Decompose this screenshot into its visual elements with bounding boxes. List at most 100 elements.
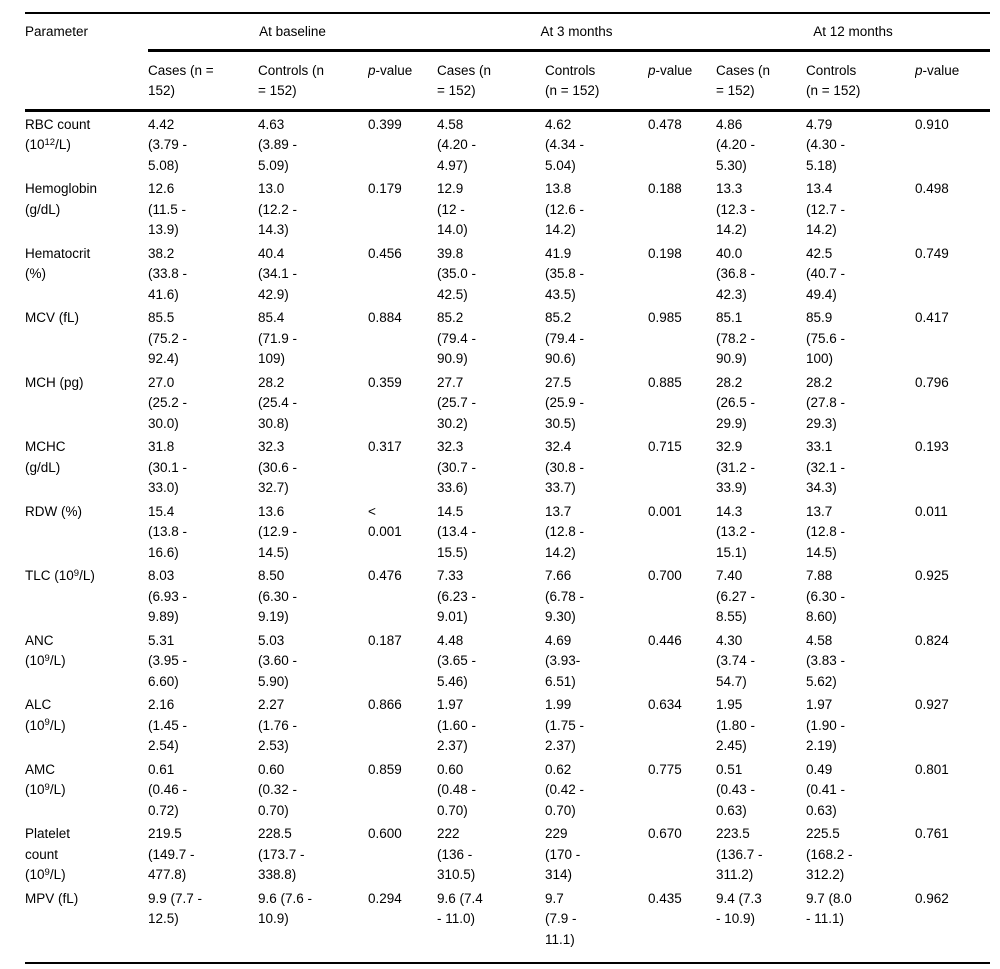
table-cell: 0.775: [648, 761, 682, 777]
table-cell: 0.188: [648, 181, 682, 196]
table-cell: 0.456: [368, 245, 402, 261]
table-cell: 0.317: [368, 439, 402, 454]
table-cell: 32.4 (30.8 - 33.7): [545, 439, 585, 495]
table-cell: 42.5 (40.7 - 49.4): [806, 245, 846, 302]
table-cell: 14.5 (13.4 - 15.5): [437, 503, 477, 560]
table-cell: 5.31 (3.95 - 6.60): [148, 632, 188, 689]
table-cell: 0.60 (0.32 - 0.70): [258, 761, 298, 818]
table-cell: 0.187: [368, 632, 402, 648]
table-cell: 1.97 (1.60 - 2.37): [437, 697, 477, 753]
parameter-cell: ANC (109/L): [25, 632, 66, 669]
table-cell: 229 (170 - 314): [545, 826, 581, 882]
table-cell: 0.749: [915, 245, 949, 261]
sub-header-col-6: p-value: [648, 50, 716, 112]
table-cell: 27.5 (25.9 - 30.5): [545, 374, 585, 431]
table-cell: 27.0 (25.2 - 30.0): [148, 374, 188, 431]
parameter-cell: RBC count (1012/L): [25, 116, 91, 153]
parameter-column-header: Parameter: [25, 13, 148, 112]
table-cell: 0.600: [368, 826, 402, 841]
table-cell: 0.962: [915, 890, 949, 906]
table-cell: 0.198: [648, 245, 682, 261]
table-cell: 85.2 (79.4 - 90.6): [545, 310, 585, 366]
table-cell: 13.7 (12.8 - 14.5): [806, 503, 846, 560]
table-cell: 0.498: [915, 181, 949, 196]
table-cell: 40.4 (34.1 - 42.9): [258, 245, 298, 302]
sub-header-col-2: Controls (n = 152): [258, 50, 368, 112]
table-cell: 7.88 (6.30 - 8.60): [806, 568, 846, 624]
parameter-cell: Platelet count (109/L): [25, 826, 71, 882]
table-cell: 2.27 (1.76 - 2.53): [258, 697, 298, 753]
table-row: MCH (pg) 27.0 (25.2 - 30.0) 28.2 (25.4 - 3…: [25, 370, 990, 435]
table-cell: 0.51 (0.43 - 0.63): [716, 761, 756, 818]
table-row: Platelet count (109/L) 219.5 (149.7 - 477…: [25, 821, 990, 886]
group-header-row: Parameter At baseline At 3 months At 12 …: [25, 13, 990, 112]
table-cell: 0.859: [368, 761, 402, 777]
table-cell: 85.9 (75.6 - 100): [806, 310, 846, 366]
table-cell: 7.40 (6.27 - 8.55): [716, 568, 756, 624]
parameter-cell: MCV (fL): [25, 310, 79, 325]
table-cell: 40.0 (36.8 - 42.3): [716, 245, 756, 302]
table-cell: 2.16 (1.45 - 2.54): [148, 697, 188, 753]
group-header-12-months: At 12 months: [716, 13, 990, 52]
table-cell: 9.7 (8.0 - 11.1): [806, 890, 852, 927]
table-cell: 32.3 (30.7 - 33.6): [437, 439, 477, 495]
table-cell: 85.4 (71.9 - 109): [258, 310, 298, 366]
table-cell: 33.1 (32.1 - 34.3): [806, 439, 846, 495]
table-cell: 0.001: [648, 503, 682, 519]
sub-header-col-1: Cases (n = 152): [148, 50, 258, 112]
group-header-3-months: At 3 months: [437, 13, 716, 52]
table-cell: < 0.001: [368, 503, 402, 540]
table-cell: 4.62 (4.34 - 5.04): [545, 116, 585, 173]
table-cell: 0.910: [915, 116, 949, 132]
sub-header-col-5: Controls (n = 152): [545, 50, 648, 112]
table-cell: 13.0 (12.2 - 14.3): [258, 181, 298, 237]
table-row: MCHC (g/dL) 31.8 (30.1 - 33.0) 32.3 (30.6 …: [25, 434, 990, 499]
table-cell: 4.63 (3.89 - 5.09): [258, 116, 298, 173]
table-row: ALC (109/L) 2.16 (1.45 - 2.54) 2.27 (1.76 …: [25, 692, 990, 757]
table-cell: 85.5 (75.2 - 92.4): [148, 310, 188, 366]
table-cell: 4.69 (3.93- 6.51): [545, 632, 581, 689]
table-cell: 9.7 (7.9 - 11.1): [545, 890, 577, 947]
table-cell: 7.66 (6.78 - 9.30): [545, 568, 585, 624]
table-cell: 13.6 (12.9 - 14.5): [258, 503, 298, 560]
group-header-baseline: At baseline: [148, 13, 437, 52]
table-cell: 0.715: [648, 439, 682, 454]
table-cell: 0.634: [648, 697, 682, 712]
sub-header-col-8: Controls (n = 152): [806, 50, 915, 112]
table-cell: 31.8 (30.1 - 33.0): [148, 439, 188, 495]
table-cell: 38.2 (33.8 - 41.6): [148, 245, 188, 302]
table-cell: 1.99 (1.75 - 2.37): [545, 697, 585, 753]
table-cell: 28.2 (26.5 - 29.9): [716, 374, 756, 431]
table-cell: 14.3 (13.2 - 15.1): [716, 503, 756, 560]
table-cell: 0.61 (0.46 - 0.72): [148, 761, 188, 818]
table-cell: 0.478: [648, 116, 682, 132]
table-cell: 0.62 (0.42 - 0.70): [545, 761, 585, 818]
table-row: RBC count (1012/L) 4.42 (3.79 - 5.08) 4.63…: [25, 110, 990, 176]
table-cell: 85.1 (78.2 - 90.9): [716, 310, 756, 366]
parameter-cell: MCH (pg): [25, 374, 84, 390]
parameter-cell: MPV (fL): [25, 890, 79, 906]
table-cell: 228.5 (173.7 - 338.8): [258, 826, 305, 882]
table-cell: 0.801: [915, 761, 949, 777]
table-header: Parameter At baseline At 3 months At 12 …: [25, 13, 990, 112]
table-cell: 5.03 (3.60 - 5.90): [258, 632, 298, 689]
table-cell: 219.5 (149.7 - 477.8): [148, 826, 195, 882]
table-cell: 0.985: [648, 310, 682, 325]
table-cell: 0.885: [648, 374, 682, 390]
table-cell: 0.700: [648, 568, 682, 583]
parameter-cell: Hematocrit (%): [25, 245, 91, 282]
table-cell: 85.2 (79.4 - 90.9): [437, 310, 477, 366]
table-cell: 27.7 (25.7 - 30.2): [437, 374, 477, 431]
table-cell: 1.97 (1.90 - 2.19): [806, 697, 846, 753]
parameter-cell: RDW (%): [25, 503, 82, 519]
table-cell: 8.50 (6.30 - 9.19): [258, 568, 298, 624]
table-body: RBC count (1012/L) 4.42 (3.79 - 5.08) 4.63…: [25, 110, 990, 963]
table-cell: 0.193: [915, 439, 949, 454]
table-cell: 41.9 (35.8 - 43.5): [545, 245, 585, 302]
table-cell: 223.5 (136.7 - 311.2): [716, 826, 763, 882]
sub-header-col-4: Cases (n = 152): [437, 50, 545, 112]
table-cell: 0.435: [648, 890, 682, 906]
table-cell: 0.761: [915, 826, 949, 841]
table-cell: 13.3 (12.3 - 14.2): [716, 181, 756, 237]
